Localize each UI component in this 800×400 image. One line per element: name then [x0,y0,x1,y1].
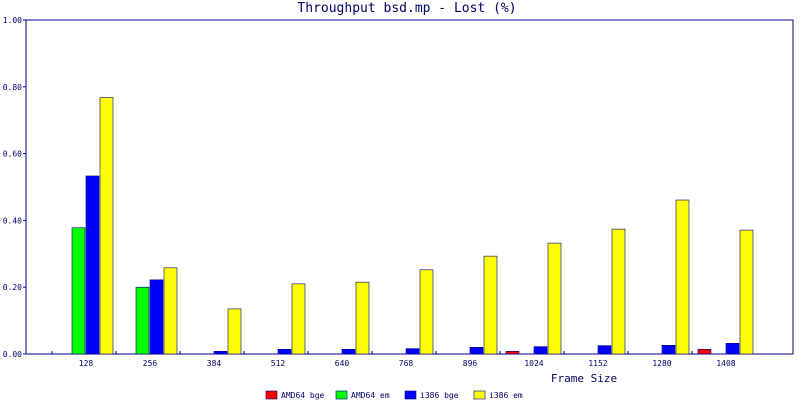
bar-i386-bge-896 [469,347,484,355]
y-tick-label: 0.20 [3,283,22,292]
bar-i386-em-512 [291,283,306,355]
legend-swatch [335,390,348,400]
y-axis: 0.00 0.20 0.40 0.60 0.80 1.00 [3,16,26,359]
bar-amd64-em-256 [135,286,150,355]
y-tick-label: 0.40 [3,216,22,225]
bar-i386-bge-384 [213,351,228,355]
x-tick-label: 1024 [524,359,543,368]
bar-i386-bge-1280 [661,345,676,355]
bar-i386-em-768 [419,269,434,355]
bar-amd64-em-128 [71,227,86,355]
legend-label: i386 bge [420,391,459,400]
bar-amd64-bge-1024 [505,351,520,355]
x-tick-label: 384 [207,359,222,368]
x-tick-label: 1152 [588,359,607,368]
x-tick-label: 512 [271,359,286,368]
bar-i386-bge-1408 [725,343,740,355]
x-tick-label: 640 [335,359,350,368]
bar-i386-bge-640 [341,349,356,355]
x-tick-label: 768 [399,359,414,368]
x-tick-label: 128 [79,359,94,368]
bar-i386-bge-1024 [533,346,548,355]
bar-i386-em-1408 [739,229,754,355]
y-tick-label: 0.00 [3,350,22,359]
y-tick-label: 1.00 [3,16,22,25]
x-tick-label: 1408 [716,359,735,368]
bar-i386-bge-1152 [597,345,612,355]
legend: AMD64 bge AMD64 em i386 bge i386 em [265,390,523,400]
bar-i386-em-1152 [611,228,626,355]
chart-title: Throughput bsd.mp - Lost (%) [297,1,516,16]
x-axis: 128 256 384 512 640 768 896 1024 1152 1280 1408 [51,351,736,368]
bar-i386-em-128 [99,97,114,355]
bar-i386-em-896 [483,255,498,355]
bar-i386-bge-256 [149,279,164,355]
y-tick-label: 0.80 [3,83,22,92]
legend-label: AMD64 em [351,391,390,400]
x-tick-label: 896 [463,359,478,368]
bar-i386-em-640 [355,281,370,355]
bar-i386-bge-128 [85,175,100,355]
x-tick-label: 1280 [652,359,671,368]
bar-i386-bge-512 [277,349,292,355]
bar-i386-em-1280 [675,199,690,355]
y-tick-label: 0.60 [3,150,22,159]
legend-swatch [404,390,417,400]
legend-label: i386 em [489,391,523,400]
bar-i386-em-1024 [547,242,562,355]
x-axis-label: Frame Size [551,372,617,385]
x-tick-label: 256 [143,359,158,368]
bar-i386-em-256 [163,267,178,355]
legend-swatch [473,390,486,400]
bar-i386-em-384 [227,308,242,355]
legend-swatch [265,390,278,400]
bar-amd64-bge-1408 [697,349,712,355]
bars [71,97,754,355]
legend-label: AMD64 bge [281,391,325,400]
bar-i386-bge-768 [405,348,420,355]
